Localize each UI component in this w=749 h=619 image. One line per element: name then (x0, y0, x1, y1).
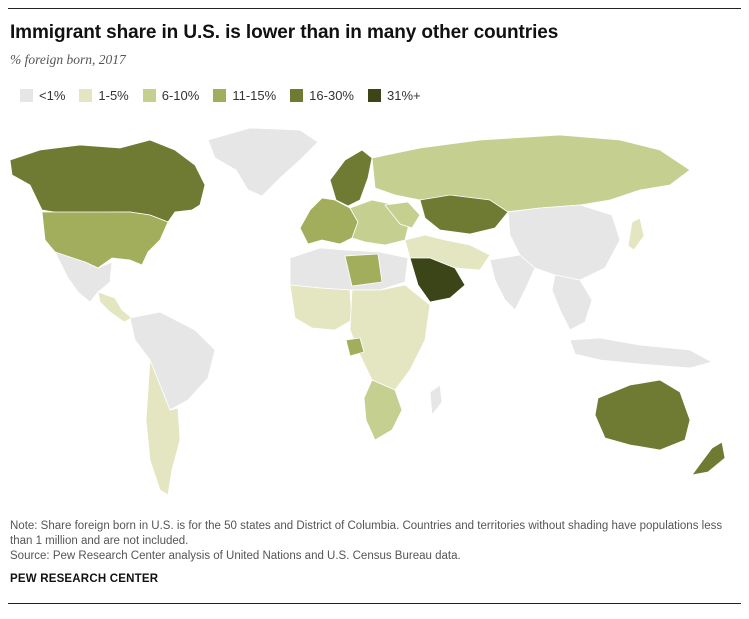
region-ukraine (384, 201, 421, 229)
legend-swatch (367, 89, 381, 102)
legend-label: 1-5% (98, 88, 129, 103)
world-map (9, 127, 726, 496)
region-india (489, 254, 536, 311)
legend-item: <1% (20, 88, 65, 103)
region-argentina-chile (145, 359, 181, 496)
region-madagascar (429, 384, 443, 417)
region-west-africa (289, 284, 353, 331)
region-south-america (129, 311, 216, 411)
region-greenland (207, 127, 319, 197)
bottom-rule (8, 603, 741, 604)
legend-swatch (290, 89, 304, 102)
region-southeast-asia (551, 274, 593, 331)
region-scandinavia (329, 149, 373, 207)
legend-item: 6-10% (142, 88, 200, 103)
legend-label: 16-30% (309, 88, 354, 103)
region-central-america (97, 291, 133, 323)
region-indonesia (569, 337, 714, 369)
region-central-africa (349, 284, 431, 391)
legend-swatch (20, 89, 33, 102)
legend-label: 31%+ (386, 88, 421, 103)
legend-item: 1-5% (79, 88, 129, 103)
chart-title: Immigrant share in U.S. is lower than in… (10, 22, 559, 43)
region-saudi-arabia (409, 257, 466, 303)
source-line: Source: Pew Research Center analysis of … (10, 550, 461, 562)
region-russia (371, 134, 691, 213)
region-japan (627, 217, 645, 251)
top-rule (8, 8, 741, 9)
legend-swatch (142, 89, 156, 102)
footnote: Note: Share foreign born in U.S. is for … (10, 520, 723, 547)
legend-swatch (213, 89, 227, 102)
region-mexico (54, 251, 113, 303)
region-australia (594, 379, 691, 451)
region-china (507, 204, 621, 281)
legend-label: <1% (39, 88, 66, 103)
legend-label: 6-10% (161, 88, 200, 103)
legend: <1% 1-5% 6-10% 11-15% 16-30% 31%+ (20, 88, 435, 103)
legend-label: 11-15% (232, 88, 277, 103)
region-libya (344, 253, 383, 287)
chart-subtitle: % foreign born, 2017 (10, 52, 126, 67)
legend-swatch (79, 89, 93, 102)
region-kazakhstan (419, 194, 509, 235)
region-southern-africa (363, 379, 403, 441)
region-new-zealand (691, 441, 726, 476)
legend-item: 16-30% (290, 88, 354, 103)
legend-item: 31%+ (367, 88, 421, 103)
legend-item: 11-15% (213, 88, 276, 103)
region-gabon (345, 337, 365, 357)
region-canada (9, 139, 206, 223)
brand-label: PEW RESEARCH CENTER (10, 573, 159, 585)
